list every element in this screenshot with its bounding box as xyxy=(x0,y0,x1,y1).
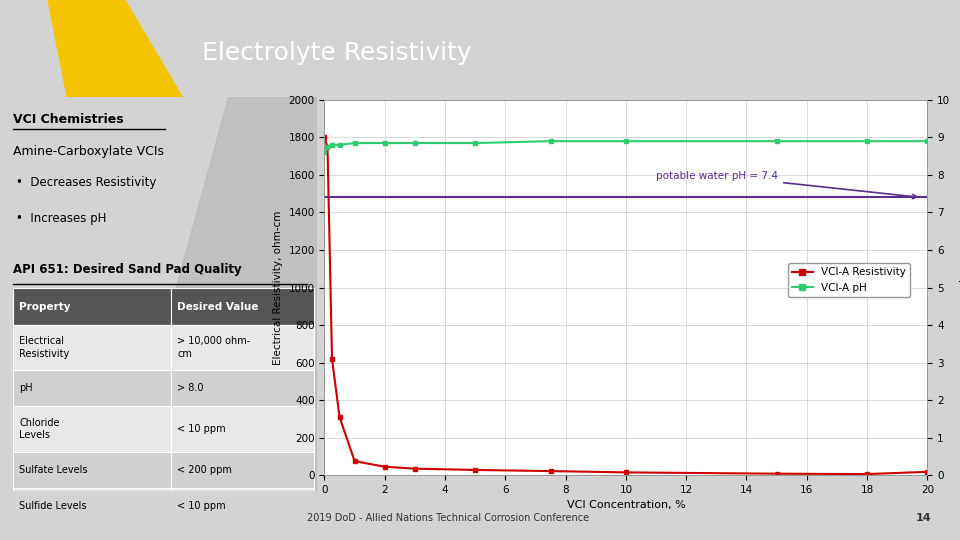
Text: < 200 ppm: < 200 ppm xyxy=(178,465,232,475)
Text: Chloride
Levels: Chloride Levels xyxy=(19,418,60,440)
Text: < 10 ppm: < 10 ppm xyxy=(178,501,226,511)
Bar xyxy=(171,488,314,524)
Polygon shape xyxy=(48,0,182,97)
Text: Amine-Carboxylate VCIs: Amine-Carboxylate VCIs xyxy=(12,145,163,158)
X-axis label: VCI Concentration, %: VCI Concentration, % xyxy=(566,501,685,510)
Bar xyxy=(171,451,314,488)
Bar xyxy=(171,288,314,325)
Text: Electrical
Resistivity: Electrical Resistivity xyxy=(19,336,69,359)
Text: pH: pH xyxy=(19,383,33,393)
Text: •  Decreases Resistivity: • Decreases Resistivity xyxy=(15,176,156,189)
Text: Sulfate Levels: Sulfate Levels xyxy=(19,465,87,475)
Bar xyxy=(12,406,171,451)
Polygon shape xyxy=(120,97,317,491)
Text: > 10,000 ohm-
cm: > 10,000 ohm- cm xyxy=(178,336,251,359)
Text: > 8.0: > 8.0 xyxy=(178,383,204,393)
Text: < 10 ppm: < 10 ppm xyxy=(178,424,226,434)
Text: •  Increases pH: • Increases pH xyxy=(15,212,107,225)
Y-axis label: Electrical Resistivity, ohm-cm: Electrical Resistivity, ohm-cm xyxy=(273,211,283,364)
Bar xyxy=(12,325,171,370)
Bar xyxy=(12,451,171,488)
Bar xyxy=(12,488,171,524)
Bar xyxy=(12,288,171,325)
Text: potable water pH = 7.4: potable water pH = 7.4 xyxy=(656,171,917,199)
Text: VCI Chemistries: VCI Chemistries xyxy=(12,113,123,126)
Bar xyxy=(171,406,314,451)
Text: 2019 DoD - Allied Nations Technical Corrosion Conference: 2019 DoD - Allied Nations Technical Corr… xyxy=(307,513,589,523)
Text: 14: 14 xyxy=(916,513,931,523)
Text: Sulfide Levels: Sulfide Levels xyxy=(19,501,86,511)
Text: Electrolyte Resistivity: Electrolyte Resistivity xyxy=(202,42,471,65)
Bar xyxy=(12,370,171,406)
Bar xyxy=(171,325,314,370)
Legend: VCI-A Resistivity, VCI-A pH: VCI-A Resistivity, VCI-A pH xyxy=(788,264,910,297)
Text: Desired Value: Desired Value xyxy=(178,301,259,312)
Text: Property: Property xyxy=(19,301,70,312)
Bar xyxy=(171,370,314,406)
Text: API 651: Desired Sand Pad Quality: API 651: Desired Sand Pad Quality xyxy=(12,263,241,276)
Y-axis label: pH: pH xyxy=(957,280,960,295)
